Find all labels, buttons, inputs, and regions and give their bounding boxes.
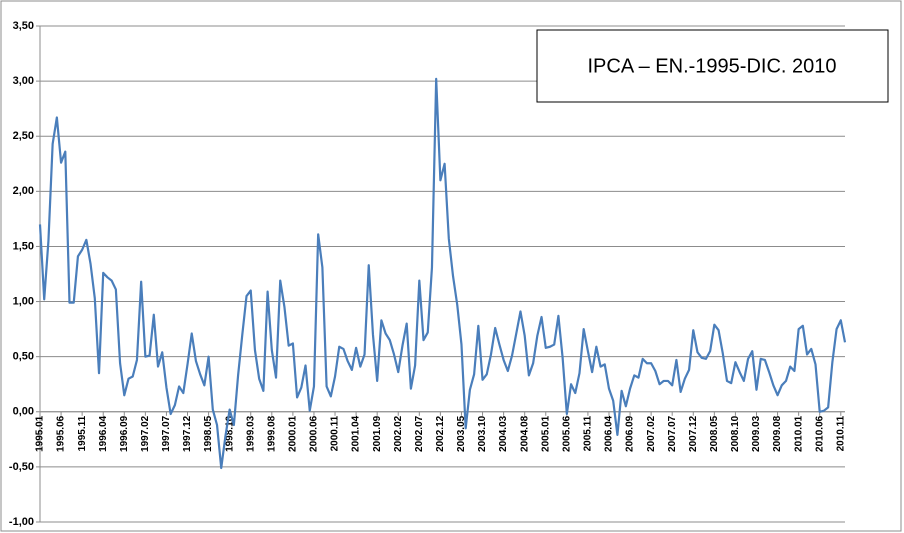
x-tick-label: 1996.09: [119, 415, 130, 452]
x-tick-label: 1998.10: [224, 415, 235, 452]
y-tick-label: 0,50: [13, 351, 34, 363]
x-tick-label: 2005.11: [583, 415, 594, 451]
x-tick-label: 2008.05: [709, 415, 720, 452]
x-tick-label: 2006.09: [625, 415, 636, 452]
x-tick-label: 2007.12: [688, 415, 699, 452]
x-tick-label: 2008.10: [730, 415, 741, 452]
x-tick-label: 2004.03: [498, 415, 509, 452]
x-tick-label: 1997.07: [161, 415, 172, 452]
x-tick-label: 2000.11: [330, 415, 341, 451]
x-tick-label: 1997.12: [182, 415, 193, 452]
x-tick-label: 2007.07: [667, 415, 678, 452]
y-tick-label: 2,00: [13, 185, 34, 197]
x-tick-label: 2000.01: [288, 415, 299, 452]
y-tick-label: 2,50: [13, 130, 34, 142]
chart-title: IPCA – EN.-1995-DIC. 2010: [587, 55, 836, 77]
y-tick-label: 3,50: [13, 20, 34, 32]
data-line: [38, 77, 847, 470]
x-tick-label: 2003.10: [477, 415, 488, 452]
x-tick-label: 1995.01: [35, 415, 46, 452]
x-tick-label: 2010.11: [835, 415, 846, 451]
y-tick-label: 1,00: [13, 295, 34, 307]
x-tick-label: 2007.02: [646, 415, 657, 452]
x-tick-label: 2003.05: [456, 415, 467, 452]
x-tick-label: 2004.08: [519, 415, 530, 452]
y-tick-label: 1,50: [13, 240, 34, 252]
x-tick-label: 1998.05: [203, 415, 214, 452]
x-tick-label: 1996.04: [98, 415, 109, 452]
x-tick-label: 1997.02: [140, 415, 151, 452]
y-tick-label: 0,00: [13, 406, 34, 418]
x-tick-label: 2001.04: [351, 415, 362, 452]
x-tick-label: 2005.01: [540, 415, 551, 452]
y-tick-label: -1,00: [9, 516, 34, 528]
x-tick-label: 1995.11: [77, 415, 88, 451]
x-tick-label: 1999.03: [245, 415, 256, 452]
x-tick-label: 1995.06: [56, 415, 67, 452]
y-tick-label: -0,50: [9, 461, 34, 473]
x-tick-label: 2002.12: [435, 415, 446, 452]
y-tick-label: 3,00: [13, 75, 34, 87]
x-tick-label: 2002.07: [414, 415, 425, 452]
x-tick-label: 2001.09: [372, 415, 383, 452]
x-tick-label: 2002.02: [393, 415, 404, 452]
x-tick-label: 2005.06: [561, 415, 572, 452]
x-tick-label: 2009.03: [751, 415, 762, 452]
x-tick-label: 2010.01: [793, 415, 804, 452]
x-tick-label: 2006.04: [604, 415, 615, 452]
x-tick-label: 2009.08: [772, 415, 783, 452]
x-tick-label: 2010.06: [814, 415, 825, 452]
title-box: [536, 29, 889, 103]
x-tick-label: 1999.08: [266, 415, 277, 452]
x-tick-label: 2000.06: [309, 415, 320, 452]
